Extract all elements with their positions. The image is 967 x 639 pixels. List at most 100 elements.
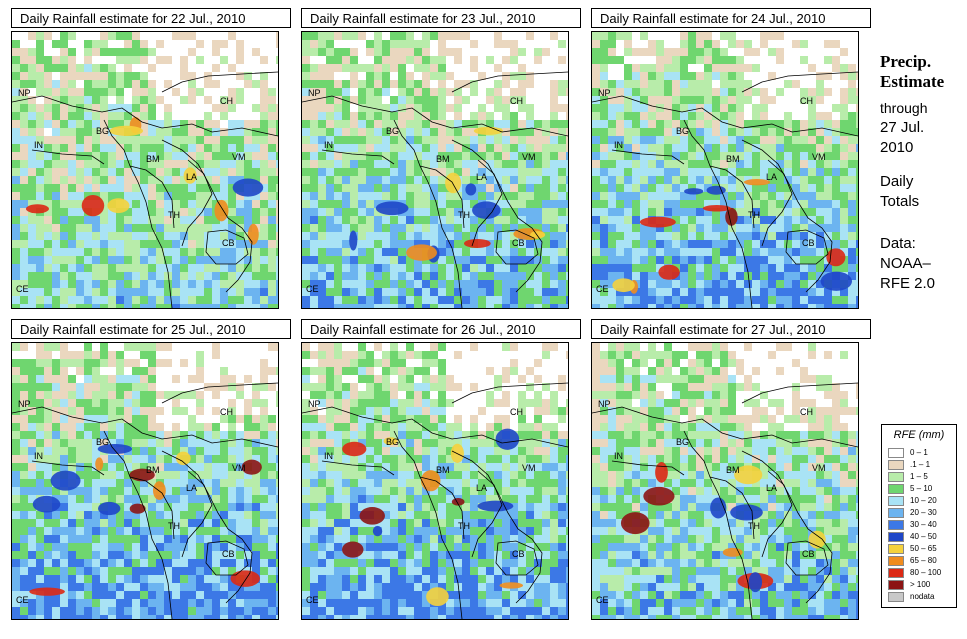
border-line (741, 139, 833, 293)
border-line (302, 95, 568, 137)
legend-row: 10 – 20 (888, 495, 937, 506)
side-data-line2: NOAA– (880, 255, 931, 272)
region-label-ce: CE (306, 595, 319, 605)
region-label-in: IN (34, 451, 43, 461)
legend-label: 50 – 65 (910, 544, 937, 553)
legend-swatch (888, 567, 904, 578)
legend-row: 30 – 40 (888, 519, 937, 530)
legend-label: 5 – 10 (910, 484, 933, 493)
border-line (302, 406, 568, 448)
border-line (785, 540, 829, 576)
border-line (451, 382, 568, 404)
side-date-line1: 27 Jul. (880, 119, 925, 136)
border-line (495, 229, 539, 265)
rainfall-map: NP CH BG IN BM VM LA TH CB CE (591, 31, 859, 309)
region-label-ch: CH (220, 96, 233, 106)
border-line (161, 139, 253, 293)
border-line (611, 149, 685, 165)
border-line (129, 476, 175, 540)
border-line (393, 430, 463, 619)
region-label-bg: BG (96, 126, 110, 136)
side-title-line2: Estimate (880, 72, 945, 91)
legend-label: nodata (910, 592, 935, 601)
border-line (161, 71, 278, 93)
side-daily-line2: Totals (880, 193, 920, 210)
map-canvas (302, 32, 568, 308)
region-label-bg: BG (386, 437, 400, 447)
border-line (181, 159, 213, 247)
legend-label: 80 – 100 (910, 568, 942, 577)
side-data-line1: Data: (880, 235, 916, 252)
border-line (451, 71, 568, 93)
region-label-th: TH (748, 210, 760, 220)
legend-row: 20 – 30 (888, 507, 937, 518)
legend-swatch (888, 459, 904, 470)
region-label-bm: BM (146, 154, 160, 164)
region-label-la: LA (476, 172, 488, 182)
legend-row: 1 – 5 (888, 471, 928, 482)
map-canvas (12, 343, 278, 619)
border-line (419, 476, 465, 540)
border-line (31, 460, 105, 476)
border-line (785, 229, 829, 265)
region-label-ch: CH (510, 407, 523, 417)
legend-swatch (888, 495, 904, 506)
region-label-vm: VM (232, 463, 246, 473)
border-line (205, 229, 249, 265)
region-label-np: NP (18, 88, 31, 98)
region-label-in: IN (34, 140, 43, 150)
legend-row: > 100 (888, 579, 930, 590)
region-label-bm: BM (436, 154, 450, 164)
rainfall-map: NP CH BG IN BM VM LA TH CB CE (301, 31, 569, 309)
legend-row: nodata (888, 591, 934, 602)
legend-swatch (888, 555, 904, 566)
region-label-th: TH (458, 210, 470, 220)
region-label-bm: BM (436, 465, 450, 475)
side-data-line3: RFE 2.0 (880, 275, 936, 292)
region-label-bm: BM (726, 154, 740, 164)
border-line (321, 460, 395, 476)
map-canvas (592, 343, 858, 619)
rainfall-map: NP CH BG IN BM VM LA TH CB CE (11, 342, 279, 620)
region-label-np: NP (598, 399, 611, 409)
region-label-ch: CH (510, 96, 523, 106)
legend-label: .1 – 1 (910, 460, 931, 469)
region-label-ce: CE (306, 284, 319, 294)
legend-title: RFE (mm) (893, 429, 945, 441)
region-label-in: IN (614, 140, 623, 150)
side-daily: Daily Totals (880, 172, 919, 212)
region-label-la: LA (766, 172, 778, 182)
region-label-cb: CB (512, 238, 525, 248)
rain-field (302, 343, 568, 619)
border-line (31, 149, 105, 165)
legend-swatch (888, 591, 904, 602)
border-line (471, 470, 503, 558)
rainfall-map: NP CH BG IN BM VM LA TH CB CE (591, 342, 859, 620)
region-label-np: NP (308, 399, 321, 409)
legend-label: 10 – 20 (910, 496, 937, 505)
region-label-la: LA (476, 483, 488, 493)
border-line (709, 165, 755, 229)
legend-row: .1 – 1 (888, 459, 930, 470)
region-label-bg: BG (386, 126, 400, 136)
region-label-vm: VM (812, 463, 826, 473)
rain-field (592, 343, 858, 619)
border-line (592, 95, 858, 137)
panel-title: Daily Rainfall estimate for 25 Jul., 201… (11, 319, 291, 339)
region-label-th: TH (458, 521, 470, 531)
panel-title: Daily Rainfall estimate for 26 Jul., 201… (301, 319, 581, 339)
legend-row: 65 – 80 (888, 555, 937, 566)
region-label-in: IN (324, 451, 333, 461)
border-line (761, 470, 793, 558)
border-line (761, 159, 793, 247)
legend-swatch (888, 531, 904, 542)
legend-label: 1 – 5 (910, 472, 928, 481)
region-label-in: IN (614, 451, 623, 461)
region-label-bg: BG (676, 437, 690, 447)
panel-title: Daily Rainfall estimate for 27 Jul., 201… (591, 319, 871, 339)
region-label-la: LA (186, 483, 198, 493)
border-line (103, 430, 173, 619)
rainfall-map: NP CH BG IN BM VM LA TH CB CE (301, 342, 569, 620)
map-canvas (302, 343, 568, 619)
legend-label: 0 – 1 (910, 448, 928, 457)
